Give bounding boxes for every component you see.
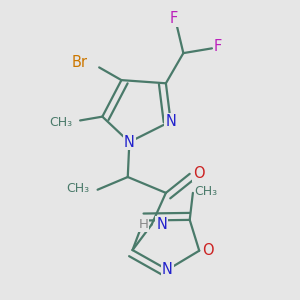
Text: CH₃: CH₃ xyxy=(67,182,90,195)
Text: N: N xyxy=(162,262,173,277)
Text: Br: Br xyxy=(72,55,88,70)
Text: H: H xyxy=(139,218,148,231)
Text: O: O xyxy=(193,166,205,181)
Text: CH₃: CH₃ xyxy=(194,185,218,198)
Text: N: N xyxy=(156,217,167,232)
Text: N: N xyxy=(165,114,176,129)
Text: O: O xyxy=(202,243,214,258)
Text: F: F xyxy=(214,39,222,54)
Text: F: F xyxy=(170,11,178,26)
Text: CH₃: CH₃ xyxy=(49,116,72,130)
Text: N: N xyxy=(124,135,135,150)
